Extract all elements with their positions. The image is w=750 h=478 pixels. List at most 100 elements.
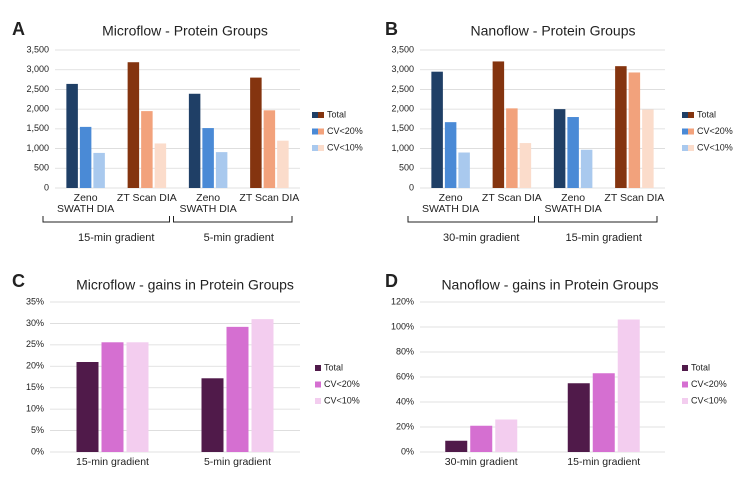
- bar: [76, 362, 99, 452]
- bar: [615, 66, 627, 188]
- y-tick-label: 1,000: [26, 143, 49, 153]
- group-label: 15-min gradient: [566, 232, 642, 244]
- group-label: 30-min gradient: [443, 232, 519, 244]
- bar: [444, 122, 457, 188]
- panel-letter: B: [385, 19, 398, 39]
- bar: [470, 425, 493, 452]
- bar: [617, 319, 640, 452]
- bar: [79, 126, 92, 188]
- legend-label: CV<10%: [324, 395, 360, 405]
- bar: [141, 111, 153, 188]
- legend-label: Total: [691, 362, 710, 372]
- bar: [519, 143, 532, 188]
- y-tick-label: 20%: [26, 361, 44, 371]
- bar: [188, 93, 201, 188]
- bar: [458, 152, 470, 188]
- group-label: 15-min gradient: [78, 232, 154, 244]
- y-tick-label: 20%: [396, 421, 414, 431]
- y-tick-label: 40%: [396, 396, 414, 406]
- group-bracket: [173, 216, 293, 223]
- bar: [553, 109, 566, 188]
- legend-swatch: [312, 128, 318, 135]
- bar: [567, 117, 579, 188]
- legend-label: Total: [327, 109, 346, 119]
- x-tick-label: ZT Scan DIA: [116, 193, 177, 204]
- y-tick-label: 25%: [26, 339, 44, 349]
- legend-swatch: [688, 145, 694, 151]
- x-tick-label: 30-min gradient: [444, 457, 518, 468]
- y-tick-label: 500: [34, 163, 49, 173]
- legend-swatch: [312, 145, 318, 151]
- bar: [642, 109, 654, 188]
- bar: [277, 140, 289, 188]
- legend-swatch: [315, 381, 321, 388]
- legend-label: CV<10%: [691, 395, 727, 405]
- panel-letter: C: [12, 271, 25, 291]
- y-tick-label: 0: [409, 182, 414, 192]
- x-tick-label: Zeno SWATH DIA: [57, 193, 115, 215]
- bar: [93, 152, 105, 188]
- x-tick-label: 15-min gradient: [76, 457, 149, 468]
- y-tick-label: 0: [44, 182, 49, 192]
- x-tick-label: Zeno SWATH DIA: [57, 193, 115, 215]
- legend-swatch: [682, 398, 688, 404]
- bar: [201, 378, 224, 452]
- legend-swatch: [682, 365, 688, 371]
- bar: [492, 61, 505, 189]
- bar: [567, 383, 590, 452]
- x-tick-label: ZT Scan DIA: [239, 193, 300, 204]
- y-tick-label: 30%: [26, 318, 44, 328]
- legend-label: CV<20%: [327, 126, 363, 136]
- legend-swatch: [682, 381, 688, 388]
- chart-title: Nanoflow - gains in Protein Groups: [441, 277, 658, 293]
- panel-letter: D: [385, 271, 398, 291]
- x-tick-label: Zeno SWATH DIA: [544, 193, 602, 215]
- y-tick-label: 0%: [31, 446, 44, 456]
- bar: [202, 128, 214, 188]
- legend-swatch: [318, 112, 324, 118]
- x-tick-label: ZT Scan DIA: [116, 193, 177, 204]
- chart-title: Nanoflow - Protein Groups: [471, 23, 636, 39]
- legend-label: CV<20%: [324, 379, 360, 389]
- x-tick-label: 15-min gradient: [567, 457, 641, 468]
- x-tick-label: Zeno SWATH DIA: [179, 193, 237, 215]
- y-tick-label: 3,500: [26, 44, 49, 54]
- x-tick-label: 15-min gradient: [76, 457, 149, 468]
- y-tick-label: 2,000: [26, 104, 49, 114]
- y-tick-label: 2,500: [26, 84, 49, 94]
- legend-swatch: [318, 128, 324, 135]
- y-tick-label: 60%: [396, 371, 414, 381]
- x-tick-label: Zeno SWATH DIA: [422, 193, 480, 215]
- bar: [592, 373, 615, 452]
- legend-swatch: [315, 365, 321, 371]
- y-tick-label: 5%: [31, 425, 44, 435]
- panel-letter: A: [12, 19, 25, 39]
- legend-swatch: [688, 112, 694, 118]
- bar: [215, 152, 228, 188]
- group-bracket: [407, 216, 535, 223]
- bar: [126, 342, 149, 452]
- x-tick-label: ZT Scan DIA: [604, 193, 665, 204]
- bar: [628, 72, 641, 188]
- bar: [101, 342, 124, 452]
- bar: [431, 71, 443, 188]
- bar: [127, 62, 140, 189]
- legend-label: CV<10%: [697, 142, 733, 152]
- x-tick-label: Zeno SWATH DIA: [422, 193, 480, 215]
- y-tick-label: 1,500: [26, 123, 49, 133]
- x-tick-label: ZT Scan DIA: [481, 193, 542, 204]
- bar: [251, 319, 274, 452]
- legend-label: CV<20%: [697, 126, 733, 136]
- y-tick-label: 1,500: [391, 123, 414, 133]
- bar: [445, 440, 468, 452]
- y-tick-label: 2,500: [391, 84, 414, 94]
- chart-title: Microflow - gains in Protein Groups: [76, 277, 294, 293]
- y-tick-label: 80%: [396, 346, 414, 356]
- legend-swatch: [312, 112, 318, 118]
- y-tick-label: 3,000: [26, 64, 49, 74]
- legend-swatch: [315, 398, 321, 404]
- y-tick-label: 100%: [391, 321, 414, 331]
- legend-label: CV<20%: [691, 379, 727, 389]
- x-tick-label: ZT Scan DIA: [604, 193, 665, 204]
